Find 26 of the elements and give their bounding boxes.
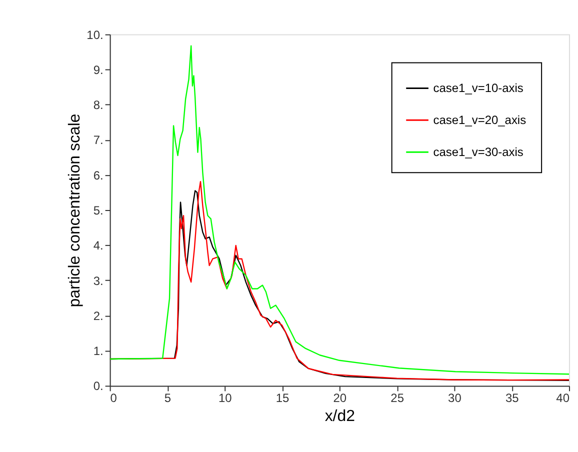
line-series <box>110 45 570 375</box>
y-tick-label: 4. <box>93 238 104 253</box>
y-tick-label: 0. <box>93 379 104 394</box>
y-tick-label: 8. <box>93 98 104 112</box>
x-tick-label: 15 <box>276 391 290 406</box>
y-tick-label: 9. <box>93 62 104 77</box>
legend-label: case1_v=10-axis <box>433 81 524 96</box>
x-tick-label: 30 <box>448 391 462 406</box>
y-tick-label: 6. <box>93 168 104 182</box>
y-tick-label: 2. <box>93 308 104 323</box>
y-tick-label: 10. <box>86 28 104 42</box>
x-tick-label: 0 <box>110 391 118 406</box>
x-axis-title: x/d2 <box>324 408 356 426</box>
y-tick-label: 7. <box>93 133 104 148</box>
x-tick-label: 20 <box>333 391 347 406</box>
x-tick-label: 35 <box>505 391 520 406</box>
y-tick-label: 3. <box>93 274 104 288</box>
y-tick-label: 1. <box>93 344 104 358</box>
x-tick-label: 40 <box>556 391 570 406</box>
y-axis-title: particle concentration scale <box>66 114 84 308</box>
legend-label: case1_v=20_axis <box>433 113 526 128</box>
x-tick-label: 25 <box>390 391 404 406</box>
x-tick-label: 5 <box>164 391 172 406</box>
legend-label: case1_v=30-axis <box>433 145 524 160</box>
y-tick-label: 5. <box>93 204 104 218</box>
x-tick-label: 10 <box>218 391 232 406</box>
